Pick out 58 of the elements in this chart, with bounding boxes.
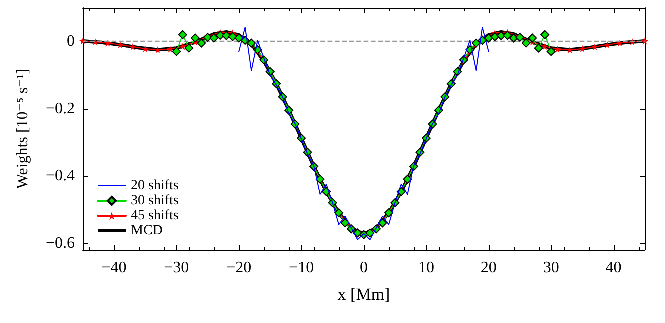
point bbox=[178, 30, 188, 40]
point bbox=[154, 46, 162, 54]
point bbox=[540, 30, 550, 40]
point bbox=[340, 218, 350, 228]
point bbox=[197, 38, 206, 48]
point bbox=[604, 41, 612, 48]
point bbox=[129, 43, 136, 50]
point bbox=[142, 46, 149, 53]
x-tick-label: −40 bbox=[102, 260, 127, 276]
point bbox=[222, 31, 232, 40]
point bbox=[522, 38, 531, 48]
y-axis-title: Weights [10⁻⁵ s⁻¹] bbox=[14, 68, 32, 190]
x-tick-label: 40 bbox=[606, 260, 622, 276]
x-tick-label: 30 bbox=[543, 260, 560, 276]
x-axis-title: x [Mm] bbox=[338, 285, 390, 304]
point bbox=[566, 46, 574, 54]
point bbox=[472, 38, 481, 48]
point bbox=[592, 43, 599, 50]
point bbox=[179, 43, 186, 50]
x-tick-label: 20 bbox=[480, 260, 497, 276]
point bbox=[542, 43, 549, 50]
point bbox=[228, 32, 238, 42]
point bbox=[490, 32, 500, 42]
y-tick-label: −0.2 bbox=[46, 100, 75, 118]
point bbox=[210, 34, 219, 43]
point bbox=[172, 47, 182, 56]
y-tick-label: −0.6 bbox=[46, 234, 75, 252]
point bbox=[166, 46, 174, 53]
x-tick-label: 10 bbox=[418, 260, 434, 276]
y-tick-label: 0 bbox=[67, 33, 75, 50]
x-tick-label: −30 bbox=[164, 260, 190, 276]
line-series bbox=[238, 26, 490, 240]
point bbox=[378, 218, 388, 228]
point bbox=[528, 34, 538, 43]
x-tick-label: 0 bbox=[360, 260, 368, 276]
legend-label: 30 shifts bbox=[131, 194, 179, 208]
point bbox=[234, 34, 244, 43]
point bbox=[503, 31, 512, 40]
point bbox=[579, 46, 586, 53]
x-tick-label: −10 bbox=[289, 260, 314, 276]
point bbox=[642, 38, 648, 45]
point bbox=[190, 34, 200, 43]
legend-label: 45 shifts bbox=[131, 208, 179, 224]
point bbox=[484, 34, 494, 43]
point bbox=[384, 208, 394, 218]
point bbox=[247, 38, 256, 48]
point bbox=[509, 34, 518, 43]
point bbox=[116, 41, 124, 48]
point bbox=[546, 47, 556, 56]
x-tick-label: −20 bbox=[226, 260, 252, 276]
y-tick-label: −0.4 bbox=[46, 168, 75, 185]
legend-label: MCD bbox=[131, 224, 163, 238]
point bbox=[334, 208, 344, 218]
point bbox=[534, 44, 544, 53]
point bbox=[322, 187, 332, 196]
legend-label: 20 shifts bbox=[131, 178, 179, 194]
point bbox=[184, 44, 194, 53]
point bbox=[554, 46, 562, 53]
